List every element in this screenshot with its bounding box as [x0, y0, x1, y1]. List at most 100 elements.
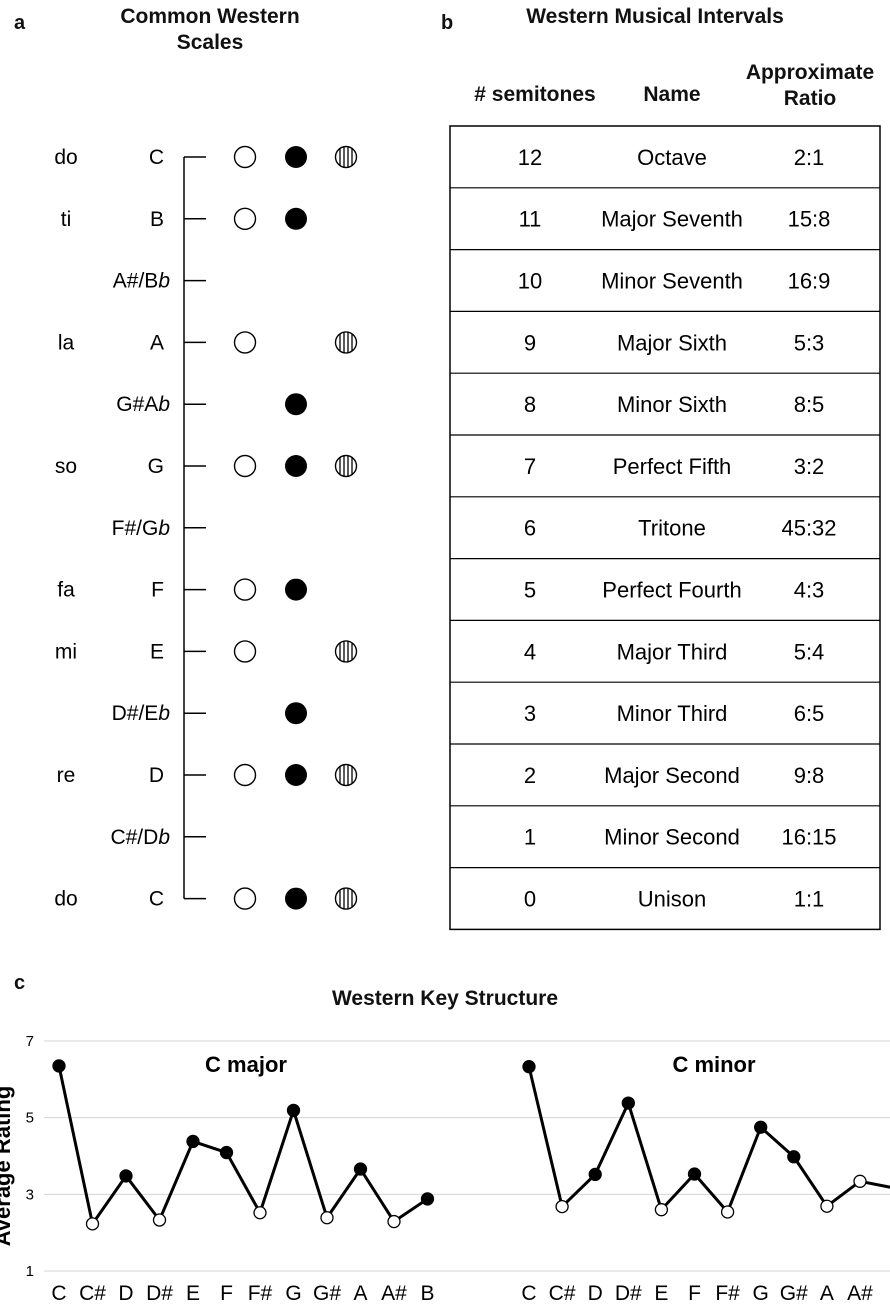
- cell-ratio: 8:5: [794, 392, 825, 417]
- cell-interval-name: Major Third: [617, 639, 728, 664]
- cell-ratio: 5:3: [794, 330, 825, 355]
- x-tick-label: C: [51, 1282, 66, 1305]
- solfege-label: ti: [61, 208, 72, 231]
- x-tick-label: F: [220, 1282, 233, 1305]
- out-of-key-point: [253, 1206, 267, 1220]
- panel-letter-a: a: [14, 12, 26, 34]
- solfege-label: do: [54, 888, 77, 911]
- filled-circle-icon: [285, 455, 307, 477]
- x-tick-label: E: [654, 1282, 668, 1305]
- panel-letter-c: c: [14, 972, 26, 994]
- y-tick-label: 7: [26, 1033, 34, 1050]
- note-label: B: [150, 208, 164, 231]
- cell-semitones: 1: [524, 825, 536, 850]
- filled-circle-icon: [285, 578, 307, 601]
- cell-interval-name: Octave: [637, 145, 707, 170]
- cell-semitones: 11: [519, 207, 542, 232]
- in-key-point: [522, 1060, 536, 1074]
- note-label: F: [151, 579, 164, 602]
- x-tick-label: A#: [381, 1282, 407, 1305]
- note-label-base: C#/D: [110, 826, 158, 849]
- note-label-base: D#/E: [112, 702, 159, 725]
- panel-letter-b: b: [441, 12, 454, 34]
- cell-ratio: 2:1: [794, 145, 825, 170]
- hatched-circle-outline: [334, 145, 358, 169]
- note-label: F#/Gb: [112, 517, 171, 540]
- x-tick-label: G: [285, 1282, 301, 1305]
- in-key-point: [588, 1167, 602, 1182]
- solfege-label: fa: [57, 579, 75, 602]
- solfege-label: so: [55, 455, 77, 478]
- in-key-point: [787, 1150, 801, 1164]
- filled-circle-icon: [285, 702, 307, 725]
- note-label-base: F#/G: [112, 517, 159, 540]
- in-key-point: [621, 1096, 635, 1110]
- hatched-circle-outline: [334, 887, 358, 910]
- y-tick-label: 5: [26, 1110, 34, 1127]
- note-label-flat: b: [158, 702, 170, 725]
- open-circle-icon: [233, 578, 257, 601]
- x-tick-label: C#: [549, 1282, 576, 1305]
- cell-semitones: 6: [524, 516, 536, 541]
- header-semitones: # semitones: [474, 83, 596, 106]
- out-of-key-point: [555, 1199, 569, 1214]
- cell-interval-name: Major Seventh: [601, 207, 743, 232]
- hatched-circle-icon: [334, 145, 358, 169]
- header-ratio-line2: Ratio: [783, 87, 837, 110]
- cell-ratio: 6:5: [794, 701, 825, 726]
- note-label: D: [149, 764, 164, 787]
- cell-interval-name: Minor Second: [604, 825, 740, 850]
- note-label-flat: b: [158, 393, 170, 416]
- x-tick-label: D: [588, 1282, 603, 1305]
- cell-semitones: 0: [524, 887, 536, 912]
- note-label-flat: b: [158, 826, 170, 849]
- series-line: [57, 1065, 429, 1226]
- hatched-circle-icon: [334, 454, 358, 478]
- in-key-point: [186, 1134, 200, 1149]
- filled-circle-icon: [285, 887, 307, 910]
- cell-interval-name: Minor Third: [617, 701, 728, 726]
- hatched-circle-outline: [334, 763, 358, 787]
- out-of-key-point: [85, 1217, 100, 1231]
- cell-semitones: 9: [524, 330, 536, 355]
- series-line: [527, 1066, 890, 1214]
- scales-title: Common Western Scales: [60, 4, 360, 56]
- x-tick-label: F#: [248, 1282, 273, 1305]
- cell-ratio: 15:8: [788, 207, 831, 232]
- in-key-point: [687, 1167, 702, 1181]
- out-of-key-point: [320, 1211, 334, 1225]
- open-circle-icon: [233, 145, 257, 169]
- scales-title-line2: Scales: [176, 31, 244, 54]
- solfege-label: la: [58, 331, 75, 354]
- x-tick-label: D: [118, 1282, 133, 1305]
- cell-semitones: 8: [524, 392, 536, 417]
- out-of-key-point: [387, 1214, 401, 1229]
- cell-interval-name: Major Sixth: [617, 330, 727, 355]
- in-key-point: [52, 1059, 66, 1073]
- cell-ratio: 4:3: [794, 578, 825, 603]
- cell-ratio: 16:9: [788, 269, 831, 294]
- cell-semitones: 5: [524, 578, 536, 603]
- hatched-circle-outline: [334, 640, 358, 663]
- x-tick-label: G#: [313, 1282, 341, 1305]
- note-label-flat: b: [158, 517, 170, 540]
- table-frame: [449, 125, 881, 931]
- cell-ratio: 16:15: [781, 825, 836, 850]
- filled-circle-icon: [285, 207, 307, 230]
- note-label-flat: b: [158, 270, 170, 293]
- note-label: G#Ab: [116, 393, 170, 416]
- x-tick-label: E: [186, 1282, 200, 1305]
- cell-interval-name: Tritone: [638, 516, 706, 541]
- header-name: Name: [643, 83, 701, 106]
- x-tick-label: F: [688, 1282, 701, 1305]
- solfege-label: re: [57, 764, 76, 787]
- note-label-base: G#A: [116, 393, 158, 416]
- note-label: A: [150, 331, 164, 354]
- x-tick-label: G: [753, 1282, 769, 1305]
- open-circle-icon: [233, 331, 257, 354]
- filled-circle-icon: [285, 764, 307, 786]
- open-circle-icon: [233, 887, 257, 910]
- in-key-point: [353, 1162, 368, 1176]
- note-label: G: [148, 455, 164, 478]
